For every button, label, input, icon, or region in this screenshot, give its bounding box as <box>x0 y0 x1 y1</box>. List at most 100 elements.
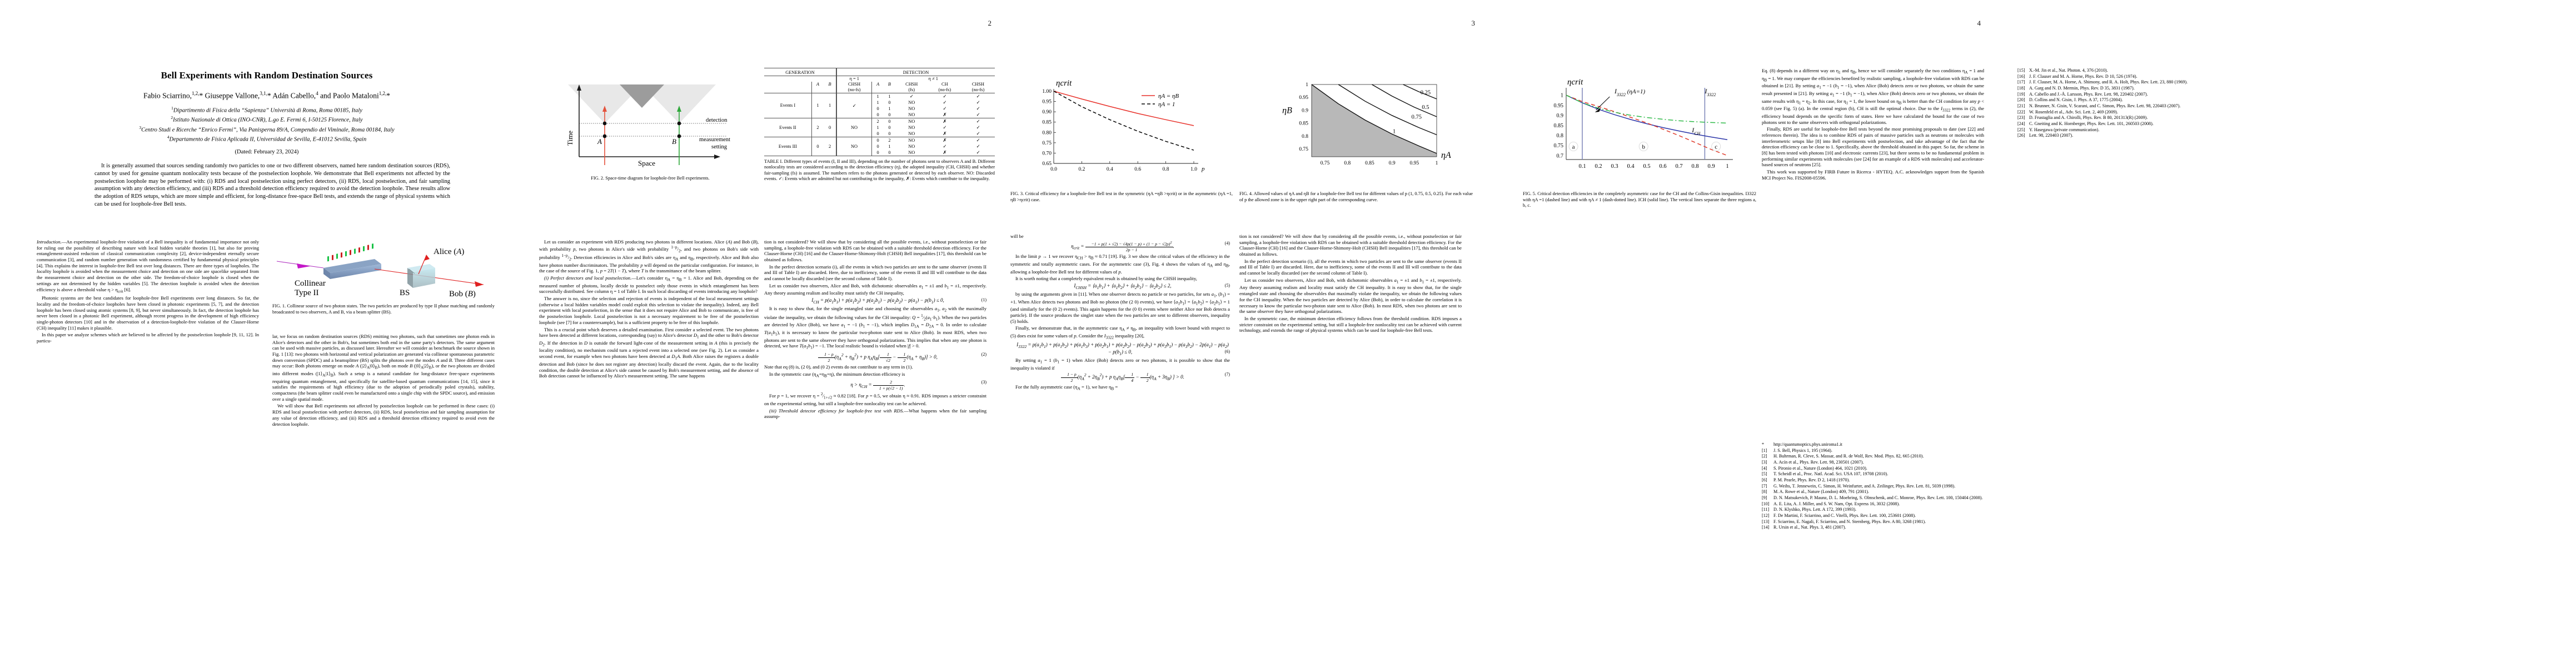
table-1: GENERATION DETECTION η = 1 η ≠ 1 A B CHS… <box>764 68 995 182</box>
fig4-contour-1 <box>1338 84 1437 136</box>
table-gen-a: 2 <box>811 118 824 137</box>
table-det-b: 0 <box>888 118 891 124</box>
table-det-chsh-fs: NO <box>908 150 915 155</box>
equation-7: 1 − p 2 (ηA2 + 2ηB2) + p ηAηB[1 4 − 1 2 (ηA +… <box>1010 372 1230 383</box>
reference-entry: [18] A. Garg and N. D. Mermin, Phys. Rev.… <box>2017 86 2240 91</box>
table-det-ch-nofs: ✗ <box>943 138 947 143</box>
fig5-region-label-1: b <box>1642 143 1645 150</box>
equation-5: ICHSH = ⟨a1b1⟩ + ⟨a1b2⟩ + ⟨a2b1⟩ − ⟨a2b2… <box>1074 282 1230 290</box>
fig3-x-ticklabel: 0.6 <box>1134 167 1141 172</box>
fig5-x-ticklabel: 0.3 <box>1611 163 1618 170</box>
fig5-region-circle-1 <box>1638 142 1648 151</box>
table-eta-neq-1: η ≠ 1 <box>871 75 995 82</box>
table-det-chsh-nofs: ✓ <box>976 131 980 136</box>
fig4-y-ticklabel: 1 <box>1306 82 1308 88</box>
table-det-a: 0 <box>871 111 884 118</box>
fig3-series-0 <box>1053 91 1194 126</box>
figure-3: 0.65 0.70 0.75 0.80 0.85 0.90 0.95 1.00 0.0 0.2 0.… <box>1010 68 1233 203</box>
fig4-x-ticklabel: 0.75 <box>1321 161 1330 166</box>
table-det-b: 0 <box>888 131 891 136</box>
fig4-x-ticklabel: 1 <box>1436 161 1438 166</box>
fig5-chart: 0.7 0.75 0.8 0.85 0.9 0.95 1 0.1 0.2 0.3 0.4 0.5 0.6… <box>1554 78 1733 170</box>
table-event-label: Events III <box>778 143 797 149</box>
table-event-label: Events I <box>780 103 796 108</box>
fig4-x-ticklabel: 0.95 <box>1410 161 1419 166</box>
table-det-a: 2 <box>871 118 884 125</box>
figure-4-caption: FIG. 4. Allowed values of ηA and ηB for … <box>1239 191 1473 202</box>
reference-entry: [8] M. A. Rowe et al., Nature (London) 40… <box>1762 489 1984 495</box>
fig5-y-ticklabel: 0.85 <box>1554 123 1564 129</box>
reference-number: [10] <box>1762 501 1770 506</box>
fig5-x-ticklabel: 0.7 <box>1675 163 1682 170</box>
fig3-chart: 0.65 0.70 0.75 0.80 0.85 0.90 0.95 1.00 0.0 0.2 0.… <box>1042 79 1205 172</box>
reference-number: [4] <box>1762 465 1767 471</box>
fig3-x-ticklabel: 0.4 <box>1107 167 1113 172</box>
reference-number: [23] <box>2017 115 2025 121</box>
fig2-label-time: Time <box>566 131 574 146</box>
table-det-chsh-fs: ✓ <box>909 94 914 99</box>
table-det-chsh-fs: NO <box>908 143 915 149</box>
fig5-annotation-1: I3322 <box>1704 87 1716 97</box>
fig3-y-ticklabel: 0.65 <box>1042 161 1052 167</box>
reference-entry: [14] R. Ursin et al., Nat. Phys. 3, 481 (… <box>1762 525 1984 530</box>
fig5-x-ticklabel: 0.5 <box>1643 163 1650 170</box>
table-sub-nofs-1: (no-fs) <box>836 87 872 93</box>
author-list: Fabio Sciarrino,1,2,* Giuseppe Vallone,3… <box>143 91 391 100</box>
fig5-y-axis-label: ηcrit <box>1567 78 1583 87</box>
reference-entry: [26] Lett. 98, 220403 (2007). <box>2017 133 2240 138</box>
reference-entry: * http://quantumoptics.phys.uniroma1.it <box>1762 442 1984 447</box>
fig3-x-ticklabel: 0.8 <box>1163 167 1169 172</box>
fig4-y-ticklabel: 0.85 <box>1299 121 1308 127</box>
fig3-y-ticklabel: 0.80 <box>1042 130 1052 136</box>
fig3-legend-label-1: ηA = 1 <box>1158 101 1175 108</box>
reference-text: D. Frustaglia and A. Chirolli, Phys. Rev… <box>2029 115 2148 121</box>
fig1-label-typeii: Type II <box>295 288 319 297</box>
reference-entry: [12] F. De Martini, F. Sciarrino, and C. … <box>1762 513 1984 519</box>
table-sub-nofs-2: (no-fs) <box>938 87 951 92</box>
reference-entry: [1] J. S. Bell, Physics 1, 195 (1964). <box>1762 448 1984 454</box>
reference-text: J. F. Clauser, M. A. Horne, A. Shimony, … <box>2029 79 2188 85</box>
table-det-ch-nofs: ✓ <box>943 106 947 111</box>
fig3-legend-label-0: ηA = ηB <box>1158 93 1179 99</box>
table-det-chsh-nofs: ✓ <box>976 119 980 124</box>
reference-entry: [9] D. N. Matsukevich, P. Maunz, D. L. Mo… <box>1762 495 1984 501</box>
fig5-region-label-0: a <box>1572 143 1575 150</box>
fig5-x-ticklabel: 0.2 <box>1595 163 1602 170</box>
fig4-y-ticklabel: 0.75 <box>1299 147 1308 152</box>
fig5-x-ticklabel: 0.4 <box>1627 163 1635 170</box>
table-sub-nofs-3: (no-fs) <box>971 87 985 92</box>
reference-text: D. N. Klyshko, Phys. Lett. A 172, 399 (1… <box>1773 507 1857 512</box>
figure-2-caption: FIG. 2. Space-time diagram for loophole-… <box>591 176 710 181</box>
fig5-x-ticklabel: 1 <box>1726 163 1728 170</box>
equation-6: I3322 = p(a1b1) + p(a1b2) + p(a1b3) + p(… <box>1017 341 1230 356</box>
reference-entry: [6] P. M. Pearle, Phys. Rev. D 2, 1418 (1… <box>1762 477 1984 483</box>
reference-text: R. Ursin et al., Nat. Phys. 3, 481 (2007… <box>1773 525 1846 530</box>
reference-text: A. E. Lita, A. J. Miller, and S. W. Nam,… <box>1773 501 1900 506</box>
fig5-y-ticklabel: 0.8 <box>1557 133 1564 139</box>
reference-entry: [16] J. F. Clauser and M. A. Horne, Phys.… <box>2017 74 2240 79</box>
page-4: 4 0.7 0.75 0.8 0.85 0.9 0.95 1 0.1 0.2 0.3 0.4 0.5 0… <box>1495 0 1995 667</box>
fig5-x-ticklabel: 0.9 <box>1707 163 1715 170</box>
reference-text: T. Scheidl et al., Proc. Natl. Acad. Sci… <box>1773 471 1889 477</box>
page2-column-1: Let us consider an experiment with RDS p… <box>539 239 759 379</box>
fig4-chart: 0.75 0.8 0.85 0.9 0.95 1 0.75 0.8 0.85 0.9 0.95 1 ηB… <box>1282 82 1451 166</box>
reference-entry: [20] D. Collins and N. Gisin, J. Phys. A … <box>2017 97 2240 103</box>
fig4-annotation-3: 0.25 <box>1421 90 1431 96</box>
reference-entry: [23] D. Frustaglia and A. Chirolli, Phys.… <box>2017 115 2240 121</box>
table-det-ch-nofs: ✗ <box>943 131 947 136</box>
affiliation-3: 3Centro Studi e Ricerche “Enrico Fermi”,… <box>139 125 395 133</box>
reference-number: [12] <box>1762 512 1770 518</box>
table-det-ch-nofs: ✓ <box>943 100 947 105</box>
fig1-label-alice: Alice (A) <box>434 247 464 256</box>
table-det-b: 1 <box>888 93 891 99</box>
fig4-x-ticklabel: 0.9 <box>1389 161 1396 166</box>
fig5-y-ticklabel: 0.95 <box>1554 103 1564 109</box>
reference-text: G. Weihs, T. Jennewein, C. Simon, H. Wei… <box>1773 483 1956 489</box>
fig4-contour-2 <box>1372 84 1437 117</box>
equation-2: 1 − p 2 (ηA2 + ηB2) + p ηAηB[1 √2 − 1 2 (ηA +… <box>764 352 986 363</box>
table-row: Events III 0 2 NO 0 2 NO ✗ ✓ <box>764 137 995 156</box>
spacetime-diagram: A B Space Time detection measurement set… <box>566 84 730 167</box>
reference-entry: [19] A. Cabello and J.-Å. Larsson, Phys. … <box>2017 92 2240 97</box>
reference-text: M. A. Rowe et al., Nature (London) 409, … <box>1773 489 1869 495</box>
